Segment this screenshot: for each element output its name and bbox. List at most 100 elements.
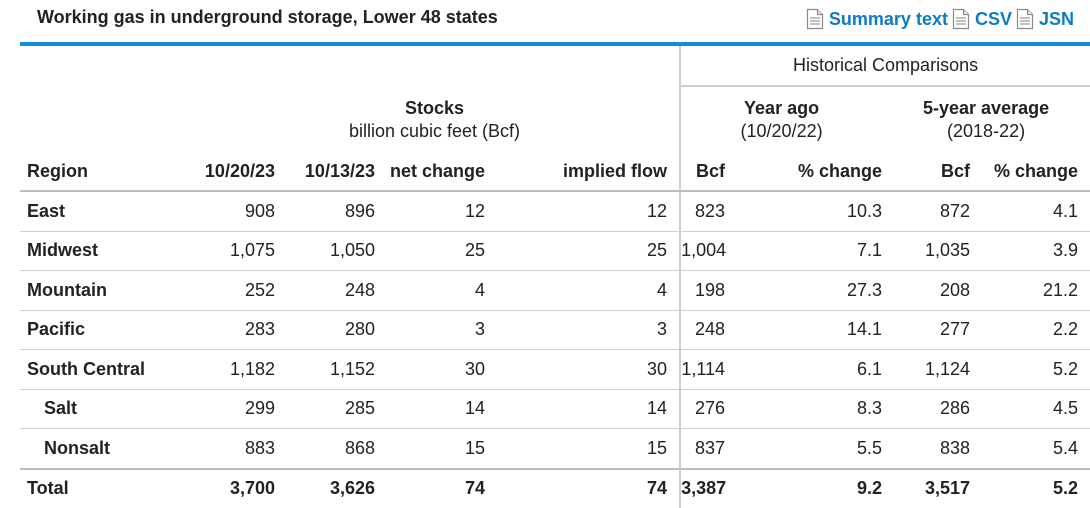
table-row: Midwest 1,075 1,050 25 25 1,004 7.1 1,03… xyxy=(20,231,1090,271)
table-cell: 4.1 xyxy=(970,191,1090,231)
table-cell: 5.2 xyxy=(970,350,1090,390)
table-cell: 3,387 xyxy=(680,469,737,508)
table-row: Pacific 283 280 3 3 248 14.1 277 2.2 xyxy=(20,310,1090,350)
column-header-date-previous: 10/13/23 xyxy=(275,153,375,191)
five-year-subtitle: (2018-22) xyxy=(882,120,1090,143)
column-header-implied-flow: implied flow xyxy=(485,153,680,191)
table-cell: 6.1 xyxy=(737,350,882,390)
table-cell: 5.5 xyxy=(737,429,882,469)
stocks-subtitle: billion cubic feet (Bcf) xyxy=(190,120,679,143)
table-cell: 276 xyxy=(680,389,737,429)
table-cell: 1,152 xyxy=(275,350,375,390)
table-row: East 908 896 12 12 823 10.3 872 4.1 xyxy=(20,191,1090,231)
table-cell: 1,075 xyxy=(190,231,275,271)
table-cell: 3,626 xyxy=(275,469,375,508)
table-cell: 285 xyxy=(275,389,375,429)
table-cell: 5.2 xyxy=(970,469,1090,508)
total-row: Total 3,700 3,626 74 74 3,387 9.2 3,517 … xyxy=(20,469,1090,508)
table-cell: 3,700 xyxy=(190,469,275,508)
year-ago-subtitle: (10/20/22) xyxy=(681,120,882,143)
table-cell: 252 xyxy=(190,271,275,311)
csv-link[interactable]: CSV xyxy=(952,8,1012,30)
region-cell: Mountain xyxy=(20,271,190,311)
table-cell: 14 xyxy=(485,389,680,429)
table-cell: 12 xyxy=(375,191,485,231)
table-cell: 3 xyxy=(485,310,680,350)
historical-comparisons-label: Historical Comparisons xyxy=(680,46,1090,86)
column-header-year-ago-bcf: Bcf xyxy=(680,153,737,191)
table-row: South Central 1,182 1,152 30 30 1,114 6.… xyxy=(20,350,1090,390)
table-cell: 277 xyxy=(882,310,970,350)
jsn-link[interactable]: JSN xyxy=(1016,8,1074,30)
region-cell: Salt xyxy=(20,389,190,429)
column-header-row: Region 10/20/23 10/13/23 net change impl… xyxy=(20,153,1090,191)
table-cell: 1,182 xyxy=(190,350,275,390)
table-cell: 74 xyxy=(485,469,680,508)
table-cell: 248 xyxy=(680,310,737,350)
column-header-year-ago-pct: % change xyxy=(737,153,882,191)
summary-text-link[interactable]: Summary text xyxy=(806,8,948,30)
table-cell: 286 xyxy=(882,389,970,429)
five-year-group-header: 5-year average (2018-22) xyxy=(882,86,1090,153)
jsn-label: JSN xyxy=(1039,9,1074,30)
table-cell: 198 xyxy=(680,271,737,311)
table-cell: 838 xyxy=(882,429,970,469)
table-cell: 25 xyxy=(375,231,485,271)
table-cell: 4 xyxy=(375,271,485,311)
table-cell: 9.2 xyxy=(737,469,882,508)
table-cell: 30 xyxy=(485,350,680,390)
document-icon xyxy=(806,8,824,30)
table-cell: 248 xyxy=(275,271,375,311)
column-header-net-change: net change xyxy=(375,153,485,191)
group-header-row: Stocks billion cubic feet (Bcf) Year ago… xyxy=(20,86,1090,153)
table-cell: 3 xyxy=(375,310,485,350)
table-cell: 1,114 xyxy=(680,350,737,390)
storage-table: Historical Comparisons Stocks billion cu… xyxy=(20,46,1090,508)
table-cell: 5.4 xyxy=(970,429,1090,469)
column-header-date-current: 10/20/23 xyxy=(190,153,275,191)
region-cell: Total xyxy=(20,469,190,508)
table-cell: 15 xyxy=(375,429,485,469)
table-cell: 823 xyxy=(680,191,737,231)
region-cell: South Central xyxy=(20,350,190,390)
table-cell: 868 xyxy=(275,429,375,469)
table-cell: 7.1 xyxy=(737,231,882,271)
region-cell: Midwest xyxy=(20,231,190,271)
table-cell: 27.3 xyxy=(737,271,882,311)
table-cell: 283 xyxy=(190,310,275,350)
download-links: Summary text CSV JSN xyxy=(802,8,1074,30)
table-cell: 25 xyxy=(485,231,680,271)
summary-text-label: Summary text xyxy=(829,9,948,30)
table-cell: 14.1 xyxy=(737,310,882,350)
table-cell: 299 xyxy=(190,389,275,429)
table-cell: 30 xyxy=(375,350,485,390)
table-row: Nonsalt 883 868 15 15 837 5.5 838 5.4 xyxy=(20,429,1090,469)
table-cell: 3.9 xyxy=(970,231,1090,271)
table-cell: 10.3 xyxy=(737,191,882,231)
region-cell: Pacific xyxy=(20,310,190,350)
table-cell: 15 xyxy=(485,429,680,469)
column-header-five-year-bcf: Bcf xyxy=(882,153,970,191)
table-cell: 1,035 xyxy=(882,231,970,271)
table-cell: 1,004 xyxy=(680,231,737,271)
table-cell: 4.5 xyxy=(970,389,1090,429)
stocks-title: Stocks xyxy=(190,97,679,120)
table-cell: 883 xyxy=(190,429,275,469)
table-cell: 4 xyxy=(485,271,680,311)
table-cell: 1,124 xyxy=(882,350,970,390)
table-cell: 872 xyxy=(882,191,970,231)
table-cell: 1,050 xyxy=(275,231,375,271)
table-cell: 208 xyxy=(882,271,970,311)
table-cell: 74 xyxy=(375,469,485,508)
stocks-group-header: Stocks billion cubic feet (Bcf) xyxy=(190,86,680,153)
table-row: Mountain 252 248 4 4 198 27.3 208 21.2 xyxy=(20,271,1090,311)
table-cell: 896 xyxy=(275,191,375,231)
table-cell: 21.2 xyxy=(970,271,1090,311)
table-cell: 280 xyxy=(275,310,375,350)
historical-header-row: Historical Comparisons xyxy=(20,46,1090,86)
table-cell: 837 xyxy=(680,429,737,469)
table-cell: 3,517 xyxy=(882,469,970,508)
year-ago-group-header: Year ago (10/20/22) xyxy=(680,86,882,153)
page-title: Working gas in underground storage, Lowe… xyxy=(37,7,498,28)
document-icon xyxy=(952,8,970,30)
